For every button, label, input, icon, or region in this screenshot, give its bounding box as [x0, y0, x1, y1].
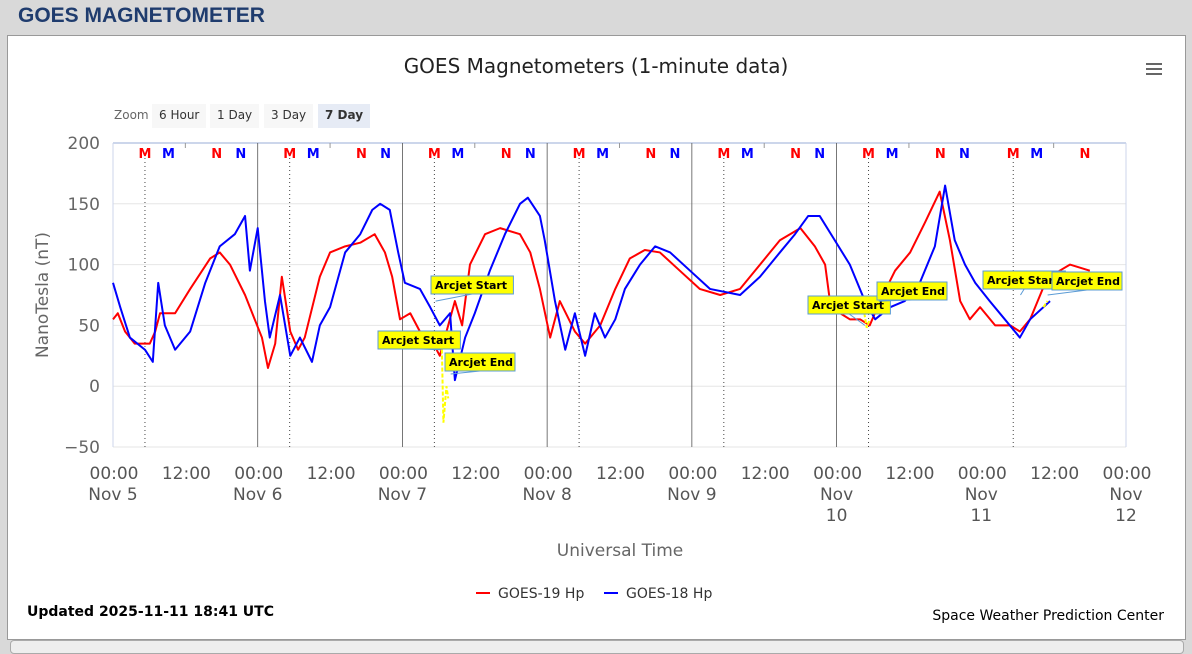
x-tick-label: 00:00	[813, 464, 862, 484]
chart-panel	[7, 35, 1186, 640]
legend-item: GOES-19 Hp	[498, 586, 584, 602]
x-tick-label: 12:00	[1030, 464, 1079, 484]
updated-timestamp: Updated 2025-11-11 18:41 UTC	[27, 604, 274, 620]
annotation-label: Arcjet Start	[987, 274, 1059, 287]
marker-n: N	[211, 147, 222, 162]
x-tick-label: Nov 5	[88, 485, 137, 505]
marker-m: M	[428, 147, 441, 162]
x-tick-label: Nov 9	[667, 485, 716, 505]
y-tick-label: 0	[89, 377, 100, 397]
marker-n: N	[645, 147, 656, 162]
y-tick-label: 200	[68, 134, 100, 154]
marker-m: M	[596, 147, 609, 162]
y-tick-label: 150	[68, 195, 100, 215]
annotation-connector	[1020, 288, 1025, 296]
annotation-box	[807, 295, 891, 315]
annotation-connector	[848, 313, 866, 326]
marker-m: M	[886, 147, 899, 162]
marker-n: N	[235, 147, 246, 162]
x-tick-label: 12:00	[451, 464, 500, 484]
annotation-label: Arcjet Start	[812, 299, 884, 312]
annotation-label: Arcjet End	[449, 356, 513, 369]
credit-text: Space Weather Prediction Center	[932, 608, 1164, 624]
zoom-6-hour-button[interactable]: 6 Hour	[152, 104, 207, 128]
marker-n: N	[380, 147, 391, 162]
x-tick-label: Nov 8	[522, 485, 571, 505]
x-tick-label: 12	[1115, 506, 1137, 526]
arcjet-segment	[863, 313, 871, 329]
arcjet-segment	[1042, 300, 1049, 308]
marker-m: M	[162, 147, 175, 162]
x-tick-label: 12:00	[162, 464, 211, 484]
marker-n: N	[670, 147, 681, 162]
annotation-connector	[1047, 289, 1088, 296]
arcjet-segment	[440, 337, 450, 423]
annotation-box	[876, 281, 948, 301]
x-tick-label: 00:00	[524, 464, 573, 484]
x-tick-label: Nov 6	[233, 485, 282, 505]
x-tick-label: 00:00	[379, 464, 428, 484]
annotation-box	[1051, 271, 1123, 291]
marker-m: M	[717, 147, 730, 162]
marker-m: M	[307, 147, 320, 162]
marker-n: N	[814, 147, 825, 162]
x-tick-label: 12:00	[307, 464, 356, 484]
x-tick-label: 12:00	[596, 464, 645, 484]
legend-item: GOES-18 Hp	[626, 586, 712, 602]
marker-m: M	[862, 147, 875, 162]
annotation-connector	[435, 293, 473, 302]
x-tick-label: Nov	[965, 485, 998, 505]
x-tick-label: Nov	[820, 485, 853, 505]
page-title: GOES MAGNETOMETER	[18, 4, 265, 27]
series-line-goes-18-hp	[112, 184, 1051, 382]
marker-m: M	[1007, 147, 1020, 162]
marker-m: M	[283, 147, 296, 162]
hamburger-menu-icon[interactable]	[1146, 60, 1162, 78]
x-tick-label: 12:00	[885, 464, 934, 484]
x-tick-label: 00:00	[1103, 464, 1152, 484]
zoom-7-day-button[interactable]: 7 Day	[318, 104, 371, 128]
x-tick-label: 00:00	[234, 464, 283, 484]
annotation-box	[444, 352, 516, 372]
marker-m: M	[1030, 147, 1043, 162]
annotation-box	[377, 330, 461, 350]
y-axis-title: NanoTesla (nT)	[33, 232, 53, 358]
chart-title: GOES Magnetometers (1-minute data)	[404, 54, 789, 78]
annotation-label: Arcjet End	[881, 285, 945, 298]
marker-n: N	[1080, 147, 1091, 162]
marker-m: M	[138, 147, 151, 162]
zoom-1-day-button[interactable]: 1 Day	[210, 104, 260, 128]
series-line-goes-19-hp	[112, 190, 1091, 369]
x-tick-label: Nov	[1109, 485, 1142, 505]
marker-n: N	[356, 147, 367, 162]
marker-n: N	[959, 147, 970, 162]
marker-n: N	[501, 147, 512, 162]
annotation-label: Arcjet Start	[435, 279, 507, 292]
marker-m: M	[573, 147, 586, 162]
x-tick-label: 00:00	[668, 464, 717, 484]
x-tick-label: Nov 7	[378, 485, 427, 505]
x-axis-title: Universal Time	[557, 541, 683, 561]
annotation-label: Arcjet End	[1056, 275, 1120, 288]
marker-n: N	[790, 147, 801, 162]
x-tick-label: 11	[970, 506, 992, 526]
marker-n: N	[525, 147, 536, 162]
x-tick-label: 12:00	[741, 464, 790, 484]
marker-m: M	[451, 147, 464, 162]
y-tick-label: 50	[78, 316, 100, 336]
annotation-connector	[450, 370, 481, 375]
x-tick-label: 00:00	[958, 464, 1007, 484]
annotation-label: Arcjet Start	[382, 334, 454, 347]
zoom-3-day-button[interactable]: 3 Day	[264, 104, 314, 128]
y-tick-label: −50	[64, 438, 100, 458]
annotation-box	[430, 275, 514, 295]
x-tick-label: 10	[826, 506, 848, 526]
marker-m: M	[741, 147, 754, 162]
x-tick-label: 00:00	[90, 464, 139, 484]
y-tick-label: 100	[68, 256, 100, 276]
marker-n: N	[935, 147, 946, 162]
zoom-label: Zoom	[114, 108, 149, 122]
